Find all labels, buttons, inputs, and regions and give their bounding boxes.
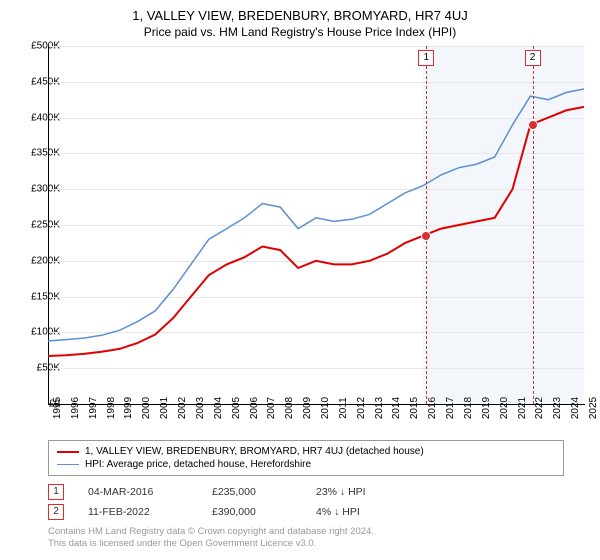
x-tick-label: 2025 bbox=[588, 397, 599, 419]
transaction-row: 104-MAR-2016£235,00023% ↓ HPI bbox=[48, 482, 366, 502]
legend-box: 1, VALLEY VIEW, BREDENBURY, BROMYARD, HR… bbox=[48, 440, 564, 476]
transaction-row: 211-FEB-2022£390,0004% ↓ HPI bbox=[48, 502, 366, 522]
chart-lines bbox=[48, 46, 584, 404]
legend-item: 1, VALLEY VIEW, BREDENBURY, BROMYARD, HR… bbox=[57, 445, 555, 458]
footer-line-2: This data is licensed under the Open Gov… bbox=[48, 538, 374, 550]
chart-title: 1, VALLEY VIEW, BREDENBURY, BROMYARD, HR… bbox=[0, 0, 600, 23]
legend-item: HPI: Average price, detached house, Here… bbox=[57, 458, 555, 471]
marker-badge: 2 bbox=[525, 50, 541, 66]
marker-badge: 1 bbox=[418, 50, 434, 66]
chart-subtitle: Price paid vs. HM Land Registry's House … bbox=[0, 23, 600, 39]
transaction-table: 104-MAR-2016£235,00023% ↓ HPI211-FEB-202… bbox=[48, 482, 366, 522]
footer-attribution: Contains HM Land Registry data © Crown c… bbox=[48, 526, 374, 551]
footer-line-1: Contains HM Land Registry data © Crown c… bbox=[48, 526, 374, 538]
